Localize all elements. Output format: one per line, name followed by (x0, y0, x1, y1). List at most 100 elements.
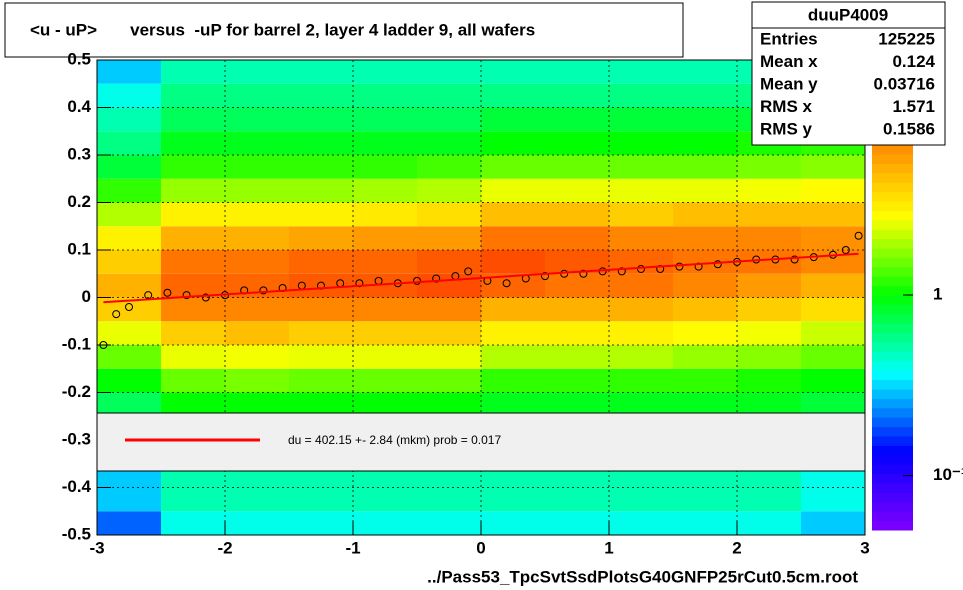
palette-swatch (872, 182, 913, 193)
heat-cell (353, 273, 417, 298)
palette-swatch (872, 172, 913, 183)
heat-cell (353, 155, 417, 179)
heat-cell (545, 368, 609, 393)
heat-cell (353, 83, 417, 108)
heat-cell (737, 250, 801, 274)
palette-swatch (872, 473, 913, 484)
palette-swatch (872, 501, 913, 512)
heat-cell (673, 345, 737, 369)
heat-cell (801, 368, 865, 393)
heat-cell (481, 178, 545, 203)
heat-cell (737, 345, 801, 369)
palette-swatch (872, 520, 913, 531)
stats-label: Mean y (760, 74, 818, 93)
profile-point (841, 246, 850, 254)
heat-cell (609, 226, 673, 250)
heat-cell (673, 178, 737, 203)
stats-value: 0.1586 (883, 119, 935, 138)
heat-cell (97, 178, 161, 203)
heat-cell (801, 273, 865, 298)
heat-cell (609, 83, 673, 108)
stats-label: Mean x (760, 52, 818, 71)
heat-cell (609, 392, 673, 417)
profile-point (790, 255, 799, 264)
heat-cell (545, 155, 609, 179)
profile-point (675, 262, 684, 271)
y-tick-label: 0.4 (67, 97, 91, 116)
heat-cell (673, 202, 737, 227)
heat-cell (353, 368, 417, 393)
heat-cell (481, 368, 545, 393)
heat-cell (481, 131, 545, 155)
x-tick-label: 3 (860, 538, 869, 557)
heat-cell (545, 273, 609, 298)
profile-point (163, 288, 172, 297)
profile-point (656, 265, 665, 273)
heat-cell (289, 107, 353, 132)
heat-cell (737, 321, 801, 345)
heat-cell (481, 107, 545, 132)
heat-cell (161, 368, 225, 393)
heat-cell (545, 226, 609, 250)
heat-cell (97, 321, 161, 345)
heat-cell (801, 155, 865, 179)
heat-cell (161, 321, 225, 345)
heat-cell (673, 297, 737, 322)
heat-cell (417, 487, 481, 512)
heat-cell (545, 487, 609, 512)
stats-label: RMS x (760, 97, 813, 116)
profile-point (502, 279, 511, 288)
y-tick-label: 0.2 (67, 192, 91, 211)
heat-cell (417, 178, 481, 203)
heat-cell (161, 60, 225, 84)
profile-point (259, 286, 268, 295)
palette-swatch (872, 426, 913, 437)
stats-rows: Entries 125225 Mean x 0.124 Mean y 0.03716 RMS… (760, 29, 936, 138)
heat-cell (161, 155, 225, 179)
palette-swatch (872, 323, 913, 334)
heat-cell (609, 131, 673, 155)
heat-cell (481, 487, 545, 512)
palette-swatch (872, 417, 913, 428)
heat-cell (481, 226, 545, 250)
profile-point (182, 291, 191, 300)
heatmap (97, 60, 865, 535)
heat-cell (289, 178, 353, 203)
heat-cell (673, 250, 737, 274)
heat-cell (289, 202, 353, 227)
x-tick-label: -1 (345, 538, 360, 557)
heat-cell (97, 368, 161, 393)
heat-cell (609, 368, 673, 393)
palette-swatch (872, 379, 913, 390)
heat-cell (161, 392, 225, 417)
palette-swatch (872, 436, 913, 446)
heat-cell (417, 83, 481, 108)
heat-cell (289, 155, 353, 179)
palette-swatch (872, 191, 913, 202)
heat-cell (353, 392, 417, 417)
heat-cell (225, 487, 289, 512)
palette-swatch (872, 257, 913, 268)
heat-cell (353, 107, 417, 132)
heat-cell (97, 155, 161, 179)
heat-cell (417, 368, 481, 393)
heat-cell (609, 297, 673, 322)
heat-cell (97, 83, 161, 108)
heat-cell (353, 131, 417, 155)
profile-point (112, 310, 121, 319)
heat-cell (737, 178, 801, 203)
heat-cell (161, 250, 225, 274)
heat-cell (673, 273, 737, 298)
heat-cell (481, 250, 545, 274)
heat-cell (417, 392, 481, 417)
heat-cell (737, 392, 801, 417)
heat-cell (289, 226, 353, 250)
heat-cell (225, 178, 289, 203)
y-tick-label: 0.5 (67, 49, 91, 68)
palette-swatch (872, 210, 913, 221)
fit-line (103, 252, 859, 304)
heat-cell (545, 297, 609, 322)
heat-cell (289, 131, 353, 155)
palette-swatch (872, 238, 913, 249)
